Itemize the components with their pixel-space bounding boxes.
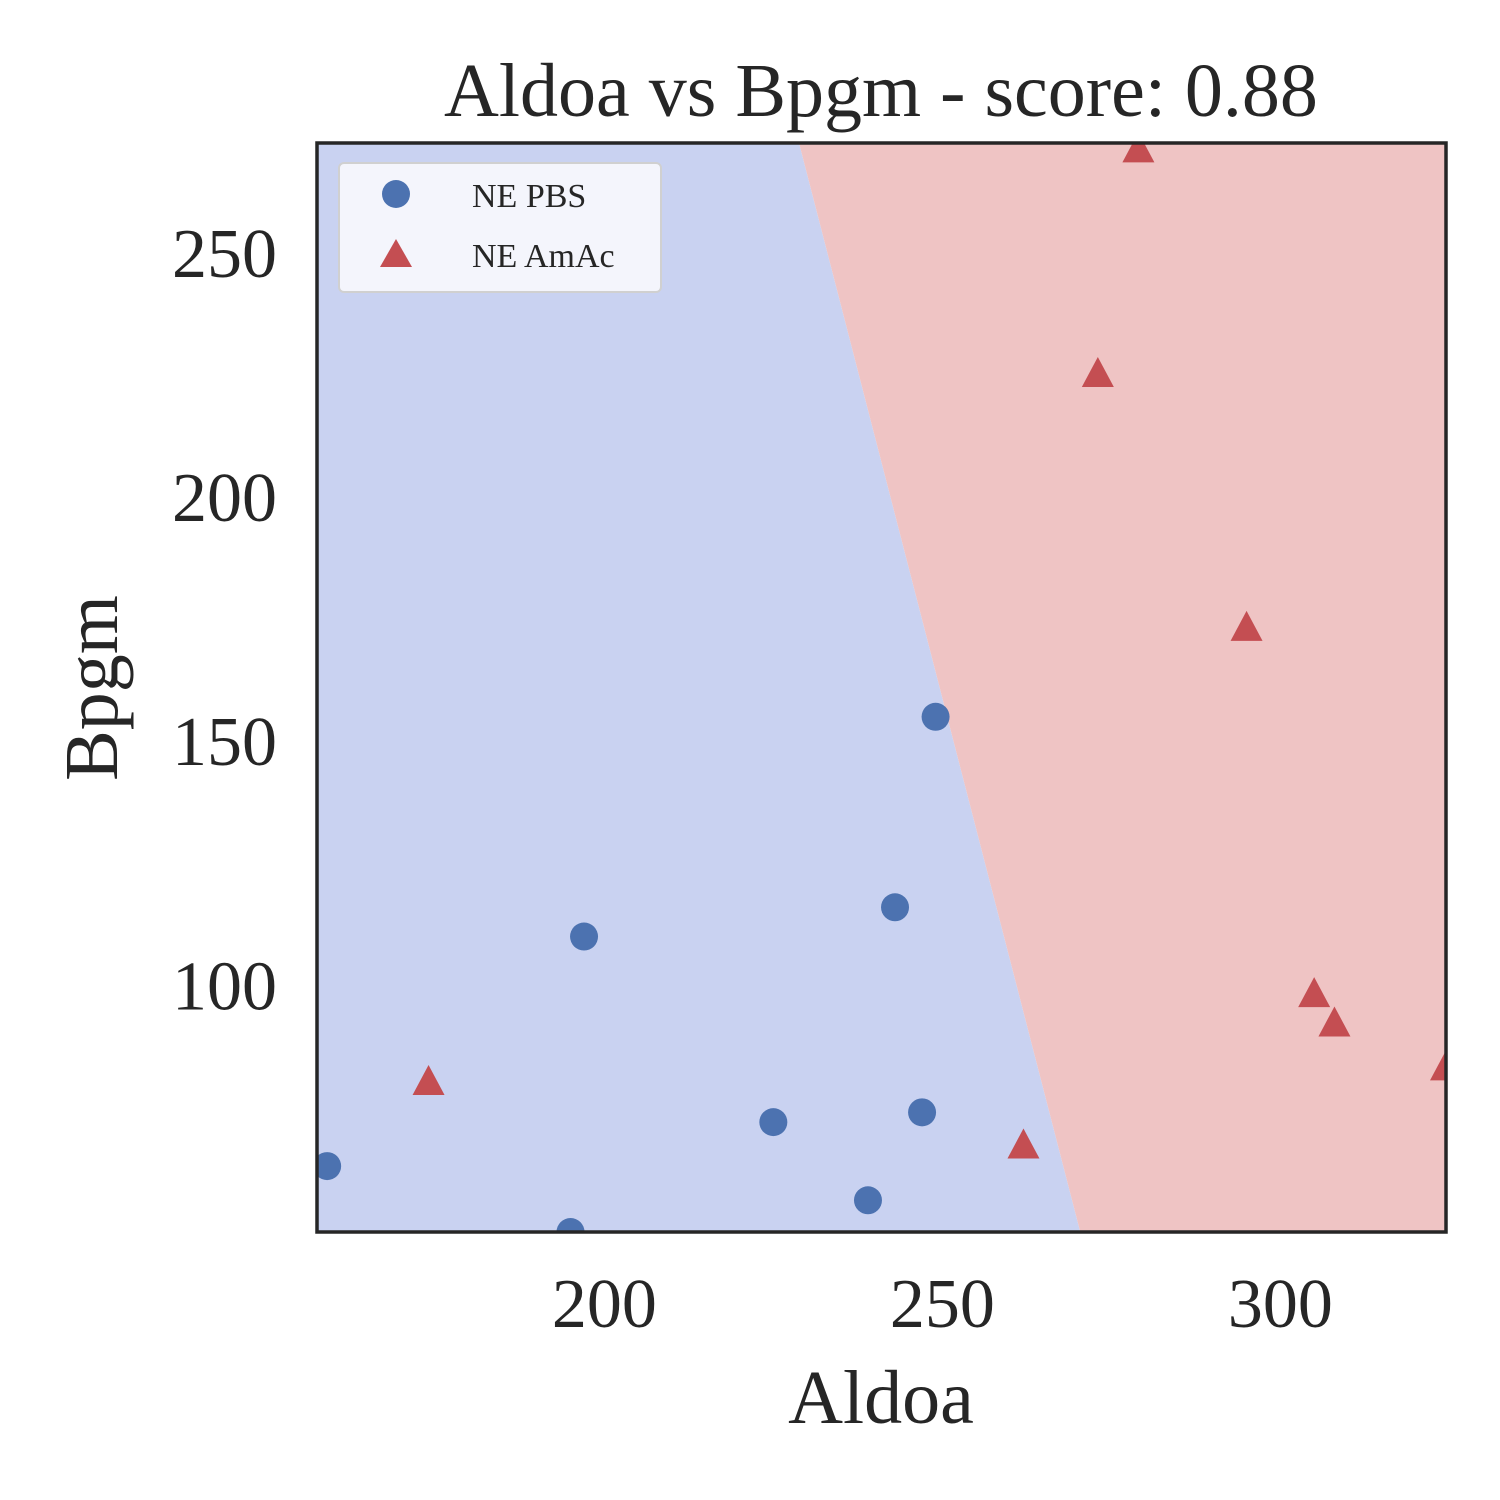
legend-label-0: NE PBS [472, 178, 586, 215]
data-points [317, 143, 1446, 1232]
point-ne-pbs [908, 1098, 937, 1127]
x-axis-ticks: 200 250 300 [552, 1266, 1333, 1343]
region-ne-amac [799, 143, 1446, 1232]
point-ne-pbs [759, 1108, 788, 1137]
y-axis-ticks: 100 150 200 250 [172, 216, 277, 1026]
point-ne-amac [1230, 610, 1263, 641]
y-tick-label: 100 [172, 948, 277, 1025]
y-tick-label: 200 [172, 460, 277, 537]
plot-frame [315, 141, 1448, 1234]
legend-label-1: NE AmAc [472, 238, 615, 275]
x-tick-label: 250 [890, 1266, 995, 1343]
point-ne-pbs [317, 1152, 342, 1181]
point-ne-amac [1430, 1050, 1446, 1081]
decision-regions [317, 143, 1446, 1232]
legend: NE PBS NE AmAc [338, 162, 662, 293]
x-tick-label: 300 [1228, 1266, 1333, 1343]
point-ne-amac [1007, 1128, 1040, 1159]
x-axis-label: Aldoa [788, 1356, 974, 1440]
region-ne-pbs [317, 143, 1081, 1232]
point-ne-pbs [556, 1218, 585, 1232]
legend-marker-circle [382, 180, 410, 208]
point-ne-amac [1122, 143, 1155, 163]
point-ne-amac [1081, 356, 1114, 387]
x-tick-label: 200 [552, 1266, 657, 1343]
point-ne-pbs [881, 893, 910, 922]
y-tick-label: 250 [172, 216, 277, 293]
point-ne-pbs [570, 922, 599, 951]
y-axis-label: Bpgm [50, 595, 134, 781]
point-ne-pbs [853, 1186, 882, 1215]
legend-box [338, 162, 662, 293]
point-ne-pbs [921, 702, 950, 731]
point-ne-amac [412, 1065, 445, 1096]
point-ne-amac [1318, 1006, 1351, 1037]
point-ne-amac [1298, 977, 1331, 1008]
chart-title: Aldoa vs Bpgm - score: 0.88 [444, 49, 1318, 133]
y-tick-label: 150 [172, 704, 277, 781]
legend-marker-triangle [380, 239, 412, 267]
